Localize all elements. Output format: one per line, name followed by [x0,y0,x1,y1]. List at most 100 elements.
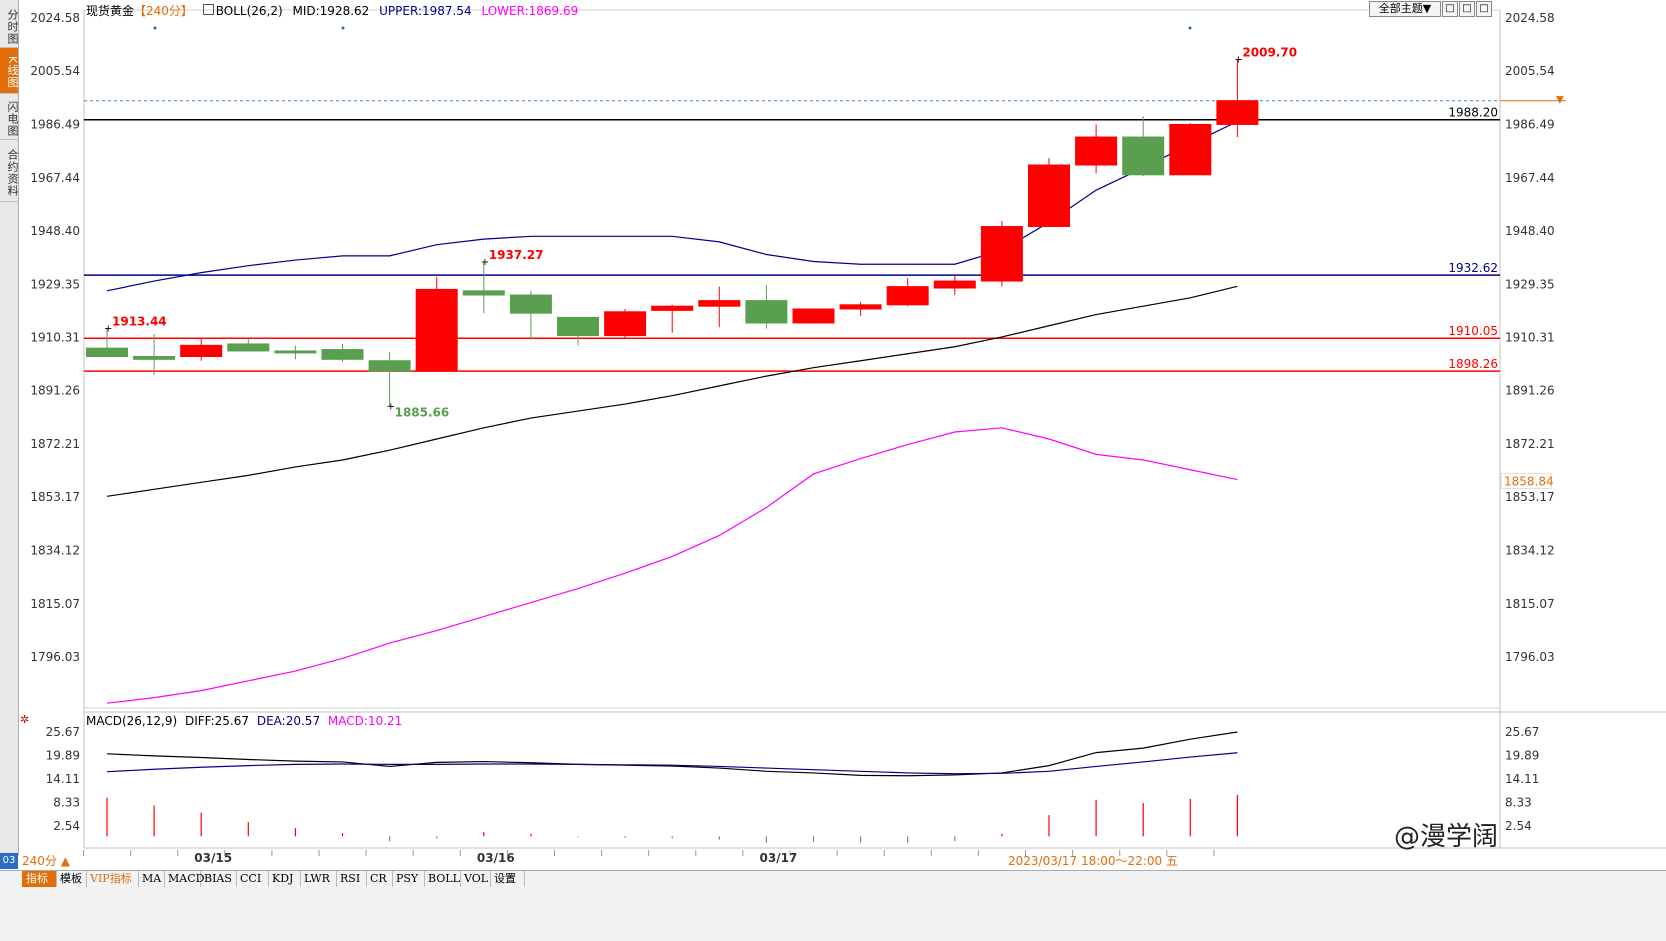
indicator-tab-12[interactable]: BOLL [424,871,461,887]
y-tick-right: 1834.12 [1505,544,1555,558]
y-tick-right: 1796.03 [1505,650,1555,664]
candle-body [698,300,741,307]
y-tick-left: 1853.17 [30,490,80,504]
candle-body [651,305,694,311]
indicator-toolbar [0,870,1666,941]
candle-body [86,347,128,358]
macd-diff-value: DIFF:25.67 [184,714,250,728]
candle-body [180,344,223,358]
macd-y-tick-left: 8.33 [53,795,80,809]
nav-tab-lightning[interactable]: 闪电图 [0,94,19,140]
watermark: @漫学阔 [1394,822,1499,852]
boll-lower-line [106,427,1238,704]
macd-y-tick-right: 25.67 [1505,725,1539,739]
y-tick-left: 2024.58 [30,11,80,25]
y-tick-left: 1967.44 [30,171,80,185]
period-select-button[interactable]: 240分 ▲ [22,854,70,868]
macd-label: MACD(26,12,9) [86,714,178,728]
theme-dropdown-button[interactable]: 全部主题▼ [1369,1,1441,17]
boll-upper-value: UPPER:1987.54 [379,4,472,18]
y-tick-right: 1967.44 [1505,171,1555,185]
candle-body [368,360,411,372]
indicator-tab-11[interactable]: PSY [392,871,425,887]
event-marker-dot [341,26,345,30]
indicator-tab-5[interactable]: BIAS [200,871,237,887]
macd-y-tick-right: 8.33 [1505,795,1532,809]
annotation-marker: + [1234,55,1242,66]
price-line-label: 1910.05 [1448,324,1498,338]
indicator-tab-8[interactable]: LWR [300,871,337,887]
candle-body [227,343,270,352]
indicator-tab-10[interactable]: CR [366,871,393,887]
macd-y-tick-left: 2.54 [53,819,80,833]
candle-body [557,316,599,337]
candle-body [1122,136,1165,176]
annotation-marker: + [104,324,112,335]
current-price-arrow-icon: ▼ [1556,95,1564,106]
annotation-label: 2009.70 [1242,46,1297,60]
macd-diff-line [106,731,1238,777]
annotation-label: 1913.44 [112,315,167,329]
candle-body [886,286,929,306]
y-tick-right: 1929.35 [1505,277,1555,291]
boll-icon [202,4,214,15]
indicator-tab-2[interactable]: VIP指标 [86,871,139,887]
indicator-tab-3[interactable]: MA [138,871,165,887]
indicator-tab-7[interactable]: KDJ [268,871,301,887]
indicator-tab-14[interactable]: 设置 [490,871,525,887]
symbol-name: 现货黄金 [86,4,135,18]
y-tick-left: 1910.31 [30,330,80,344]
macd-dea-value: DEA:20.57 [256,714,321,728]
period-mini-button[interactable]: 03 [0,853,18,869]
period-label: 【240分】 [134,4,193,18]
y-tick-left: 1948.40 [30,224,80,238]
macd-y-tick-left: 25.67 [46,725,80,739]
price-line-label: 1932.62 [1448,261,1498,275]
candle-body [933,280,976,289]
candle-body [980,226,1023,282]
nav-tab-timeshare[interactable]: 分时图 [0,2,19,48]
nav-tab-contract-info[interactable]: 合约资料 [0,140,19,202]
annotation-marker: + [481,257,489,268]
y-tick-right: 2024.58 [1505,11,1555,25]
window-button-2[interactable]: □ [1459,1,1475,17]
window-button-1[interactable]: □ [1442,1,1458,17]
indicator-tab-13[interactable]: VOL [460,871,491,887]
candle-body [1169,123,1212,176]
indicator-tab-6[interactable]: CCI [236,871,269,887]
macd-y-tick-left: 19.89 [46,748,80,762]
nav-tab-kline[interactable]: K线图 [0,48,19,94]
y-tick-right: 1815.07 [1505,597,1555,611]
indicator-tab-0[interactable]: 指标 [22,871,57,887]
indicator-tab-4[interactable]: MACD [164,871,204,887]
candle-body [839,304,882,310]
window-button-3[interactable]: □ [1476,1,1492,17]
candle-body [133,356,176,360]
y-tick-right: 1872.21 [1505,437,1555,451]
y-tick-right: 1891.26 [1505,384,1555,398]
candle-body [604,311,647,337]
annotation-marker: + [387,401,395,412]
macd-settings-icon[interactable]: ✲ [20,713,30,726]
candle-body [792,308,835,324]
candle-body [1075,136,1118,166]
boll-legend: 现货黄金【240分】 BOLL(26,2) MID:1928.62 UPPER:… [86,2,584,19]
indicator-tab-1[interactable]: 模板 [56,871,87,887]
indicator-tab-9[interactable]: RSI [336,871,367,887]
annotation-label: 1885.66 [395,405,450,419]
y-tick-left: 1986.49 [30,117,80,131]
y-tick-right: 1986.49 [1505,117,1555,131]
timestamp-label: 2023/03/17 18:00～22:00 五 [1008,854,1178,868]
annotation-label: 1937.27 [489,248,544,262]
boll-mid-value: MID:1928.62 [292,4,370,18]
event-marker-dot [153,26,157,30]
candle-body [1028,164,1070,228]
candle-body [321,349,364,360]
y-tick-right: 1910.31 [1505,330,1555,344]
macd-legend: MACD(26,12,9) DIFF:25.67 DEA:20.57 MACD:… [86,714,406,728]
y-tick-right: 1853.17 [1505,490,1555,504]
boll-lower-value: LOWER:1869.69 [481,4,579,18]
left-nav: 分时图 K线图 闪电图 合约资料 [0,0,19,855]
macd-value: MACD:10.21 [327,714,403,728]
y-tick-left: 1891.26 [30,384,80,398]
